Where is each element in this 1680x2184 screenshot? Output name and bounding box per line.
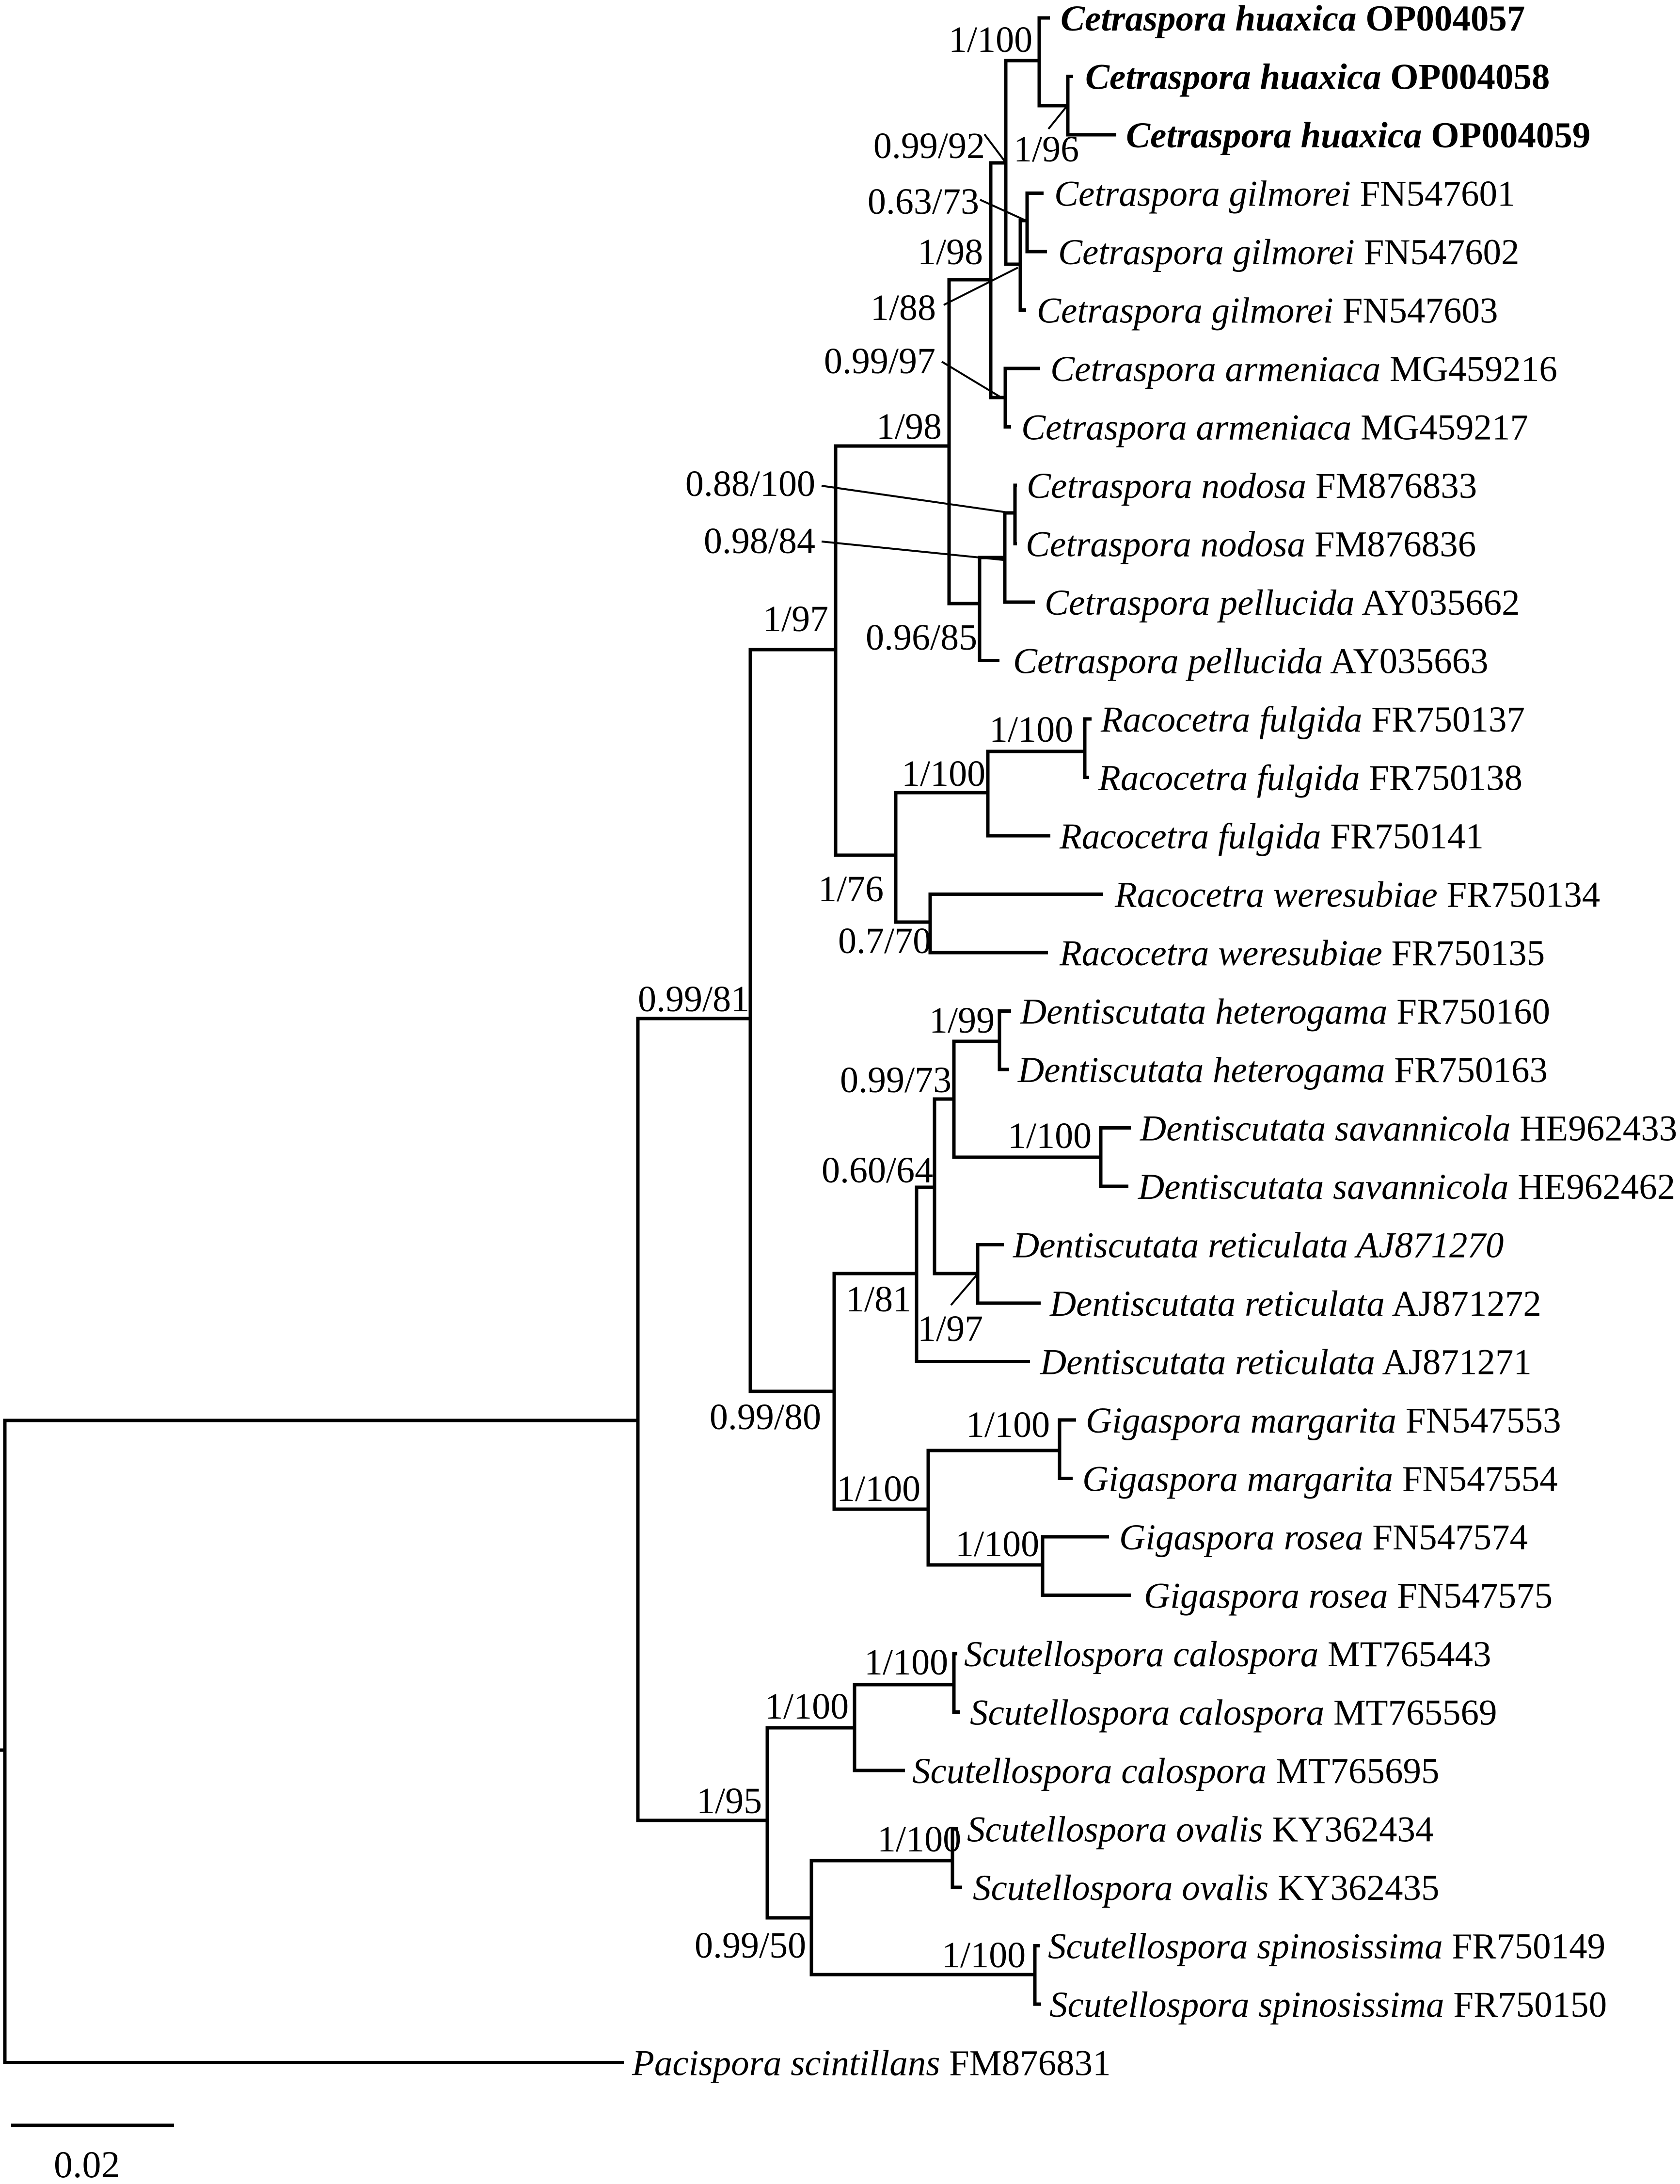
svg-text:1/100: 1/100 bbox=[877, 1819, 961, 1860]
svg-text:0.88/100: 0.88/100 bbox=[685, 463, 815, 504]
svg-text:1/81: 1/81 bbox=[846, 1279, 911, 1320]
svg-text:Pacispora scintillans FM876831: Pacispora scintillans FM876831 bbox=[632, 2043, 1111, 2084]
svg-text:1/100: 1/100 bbox=[966, 1404, 1050, 1445]
svg-text:1/98: 1/98 bbox=[918, 232, 983, 272]
svg-text:Cetraspora pellucida AY035663: Cetraspora pellucida AY035663 bbox=[1013, 641, 1489, 682]
svg-text:Scutellospora spinosissima FR7: Scutellospora spinosissima FR750149 bbox=[1048, 1927, 1605, 1967]
svg-text:1/100: 1/100 bbox=[942, 1935, 1026, 1976]
svg-text:1/99: 1/99 bbox=[929, 1000, 995, 1041]
svg-text:1/97: 1/97 bbox=[918, 1308, 983, 1349]
svg-text:1/88: 1/88 bbox=[871, 287, 936, 328]
svg-text:0.99/81: 0.99/81 bbox=[638, 979, 749, 1020]
svg-text:Gigaspora margarita FN547553: Gigaspora margarita FN547553 bbox=[1086, 1401, 1561, 1441]
svg-text:1/100: 1/100 bbox=[765, 1686, 849, 1727]
svg-text:Scutellospora calospora MT7654: Scutellospora calospora MT765443 bbox=[964, 1634, 1491, 1674]
svg-text:Dentiscutata heterogama FR7501: Dentiscutata heterogama FR750160 bbox=[1020, 992, 1550, 1032]
svg-text:1/76: 1/76 bbox=[818, 869, 884, 909]
svg-text:0.02: 0.02 bbox=[54, 2143, 120, 2184]
svg-text:Cetraspora pellucida AY035662: Cetraspora pellucida AY035662 bbox=[1045, 583, 1520, 623]
svg-text:0.96/85: 0.96/85 bbox=[866, 617, 977, 658]
svg-text:Cetraspora nodosa FM876833: Cetraspora nodosa FM876833 bbox=[1027, 466, 1477, 506]
svg-text:1/100: 1/100 bbox=[1008, 1116, 1092, 1156]
svg-text:Cetraspora gilmorei FN547602: Cetraspora gilmorei FN547602 bbox=[1058, 232, 1519, 272]
svg-text:0.99/73: 0.99/73 bbox=[840, 1060, 951, 1100]
svg-text:Racocetra weresubiae FR750134: Racocetra weresubiae FR750134 bbox=[1114, 875, 1600, 915]
svg-text:0.99/97: 0.99/97 bbox=[824, 341, 935, 382]
svg-text:0.99/92: 0.99/92 bbox=[873, 126, 985, 166]
svg-text:Scutellospora ovalis KY362435: Scutellospora ovalis KY362435 bbox=[973, 1868, 1439, 1908]
svg-text:0.99/50: 0.99/50 bbox=[695, 1925, 806, 1966]
svg-text:0.60/64: 0.60/64 bbox=[822, 1150, 933, 1191]
svg-text:1/100: 1/100 bbox=[989, 709, 1073, 750]
svg-text:Cetraspora armeniaca MG459216: Cetraspora armeniaca MG459216 bbox=[1050, 349, 1557, 389]
svg-text:Dentiscutata heterogama FR7501: Dentiscutata heterogama FR750163 bbox=[1017, 1050, 1548, 1090]
svg-text:Scutellospora ovalis KY362434: Scutellospora ovalis KY362434 bbox=[967, 1810, 1433, 1850]
svg-text:1/95: 1/95 bbox=[697, 1781, 762, 1821]
svg-text:Cetraspora huaxica OP004059: Cetraspora huaxica OP004059 bbox=[1126, 115, 1590, 156]
svg-text:1/100: 1/100 bbox=[864, 1642, 948, 1683]
svg-text:1/100: 1/100 bbox=[955, 1524, 1039, 1564]
svg-text:1/100: 1/100 bbox=[837, 1468, 920, 1509]
svg-text:Scutellospora spinosissima FR7: Scutellospora spinosissima FR750150 bbox=[1049, 1985, 1607, 2025]
svg-text:Cetraspora gilmorei FN547603: Cetraspora gilmorei FN547603 bbox=[1037, 291, 1498, 331]
svg-text:0.63/73: 0.63/73 bbox=[868, 181, 979, 222]
svg-text:Dentiscutata reticulata AJ8712: Dentiscutata reticulata AJ871271 bbox=[1040, 1342, 1532, 1383]
svg-text:1/96: 1/96 bbox=[1014, 129, 1079, 170]
svg-text:Dentiscutata savannicola HE962: Dentiscutata savannicola HE962462 bbox=[1138, 1167, 1675, 1207]
svg-text:1/100: 1/100 bbox=[949, 19, 1032, 60]
svg-text:Racocetra fulgida FR750137: Racocetra fulgida FR750137 bbox=[1100, 700, 1525, 740]
svg-text:Cetraspora huaxica OP004057: Cetraspora huaxica OP004057 bbox=[1061, 0, 1525, 39]
svg-text:0.99/80: 0.99/80 bbox=[710, 1397, 821, 1437]
svg-text:1/100: 1/100 bbox=[902, 753, 985, 794]
svg-text:Dentiscutata reticulata AJ8712: Dentiscutata reticulata AJ871272 bbox=[1049, 1284, 1541, 1324]
svg-text:Cetraspora armeniaca MG459217: Cetraspora armeniaca MG459217 bbox=[1021, 408, 1528, 448]
svg-text:0.7/70: 0.7/70 bbox=[838, 921, 931, 961]
svg-text:Scutellospora calospora MT7655: Scutellospora calospora MT765569 bbox=[970, 1693, 1497, 1733]
svg-text:Racocetra weresubiae FR750135: Racocetra weresubiae FR750135 bbox=[1059, 933, 1545, 973]
svg-text:Racocetra fulgida FR750141: Racocetra fulgida FR750141 bbox=[1059, 816, 1484, 857]
svg-text:Gigaspora rosea FN547574: Gigaspora rosea FN547574 bbox=[1119, 1517, 1528, 1558]
svg-text:1/97: 1/97 bbox=[763, 599, 828, 639]
svg-text:Cetraspora huaxica OP004058: Cetraspora huaxica OP004058 bbox=[1085, 57, 1550, 97]
svg-text:0.98/84: 0.98/84 bbox=[704, 521, 815, 561]
svg-text:Cetraspora gilmorei FN547601: Cetraspora gilmorei FN547601 bbox=[1054, 174, 1515, 214]
svg-text:Gigaspora rosea FN547575: Gigaspora rosea FN547575 bbox=[1144, 1576, 1553, 1616]
svg-text:Scutellospora calospora MT7656: Scutellospora calospora MT765695 bbox=[912, 1751, 1439, 1791]
svg-text:Cetraspora nodosa FM876836: Cetraspora nodosa FM876836 bbox=[1026, 525, 1476, 565]
svg-text:Racocetra fulgida FR750138: Racocetra fulgida FR750138 bbox=[1098, 758, 1522, 798]
svg-text:1/98: 1/98 bbox=[876, 406, 942, 447]
svg-text:Gigaspora margarita FN547554: Gigaspora margarita FN547554 bbox=[1082, 1459, 1558, 1499]
svg-text:Dentiscutata savannicola HE962: Dentiscutata savannicola HE962433 bbox=[1140, 1109, 1677, 1149]
svg-text:Dentiscutata reticulata AJ8712: Dentiscutata reticulata AJ871270 bbox=[1013, 1226, 1504, 1266]
